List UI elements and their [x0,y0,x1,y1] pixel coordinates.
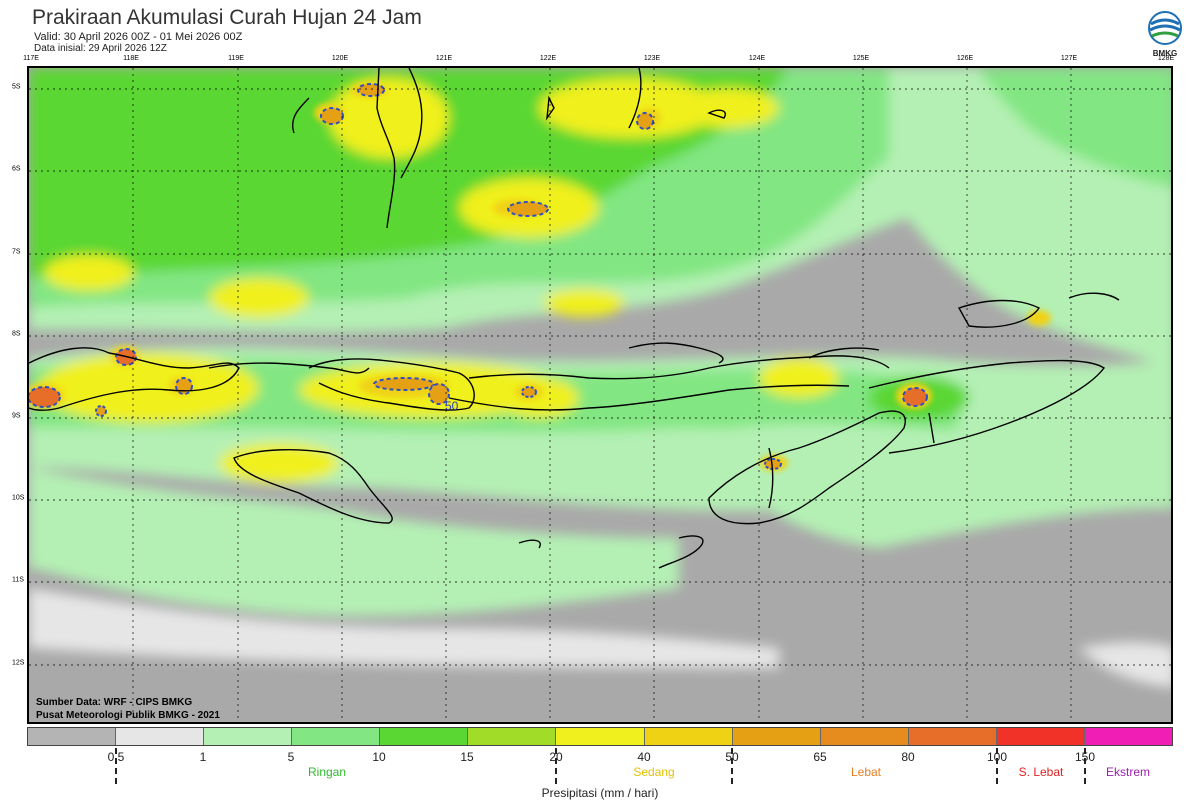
lat-label: 12S [12,659,25,667]
lon-label: 121E [435,55,453,62]
lon-label: 120E [331,55,349,62]
lon-label: 125E [852,55,870,62]
lat-label: 5S [12,83,21,91]
category-divider [996,748,998,784]
category-ekstrem: Ekstrem [1105,765,1151,779]
legend-tick: 40 [637,750,651,764]
lat-label: 9S [12,412,21,420]
legend-tick: 65 [813,750,827,764]
legend-swatch [732,728,821,745]
category-divider [555,748,557,784]
legend-unit: Presipitasi (mm / hari) [541,786,659,800]
legend-swatch [116,728,205,745]
lat-label: 8S [12,330,21,338]
legend-swatch [644,728,733,745]
category-sangat-lebat: S. Lebat [1018,765,1064,779]
category-divider [115,748,117,784]
legend-tick: 15 [460,750,474,764]
lon-label: 123E [643,55,661,62]
category-ringan: Ringan [307,765,347,779]
lat-label: 10S [12,494,25,502]
category-divider [731,748,733,784]
legend-swatch [380,728,469,745]
legend-swatch [996,728,1085,745]
lon-label: 119E [228,55,244,62]
legend-tick: 10 [372,750,386,764]
source-credit: Sumber Data: WRF - CIPS BMKG [36,697,193,708]
rainfall-map[interactable]: 50 [27,66,1173,724]
map-title: Prakiraan Akumulasi Curah Hujan 24 Jam [32,6,422,29]
lon-label: 127E [1060,55,1078,62]
legend-swatch [204,728,293,745]
category-sedang: Sedang [633,765,675,779]
lat-label: 7S [12,248,21,256]
legend-swatch [28,728,117,745]
color-legend [27,727,1173,746]
legend-tick: 5 [287,750,295,764]
legend-tick: 1 [199,750,207,764]
legend-swatch [1084,728,1173,745]
lon-label: 122E [539,55,557,62]
lon-label: 124E [748,55,766,62]
bmkg-logo: BMKG [1145,10,1185,58]
lat-label: 6S [12,165,21,173]
legend-swatch [556,728,645,745]
legend-swatch [820,728,909,745]
legend-swatch [908,728,997,745]
lon-label: 128E [1157,55,1175,62]
lon-label: 126E [956,55,974,62]
lon-label: 117E [23,55,39,62]
initial-data: Data inisial: 29 April 2026 12Z [34,43,167,54]
legend-tick: 80 [901,750,915,764]
legend-swatch [292,728,381,745]
category-divider [1084,748,1086,784]
org-credit: Pusat Meteorologi Publik BMKG - 2021 [36,710,220,721]
category-lebat: Lebat [850,765,882,779]
contour-label: 50 [445,399,459,413]
logo-text: BMKG [1153,49,1177,58]
legend-swatch [468,728,557,745]
lat-label: 11S [12,576,24,584]
valid-period: Valid: 30 April 2026 00Z - 01 Mei 2026 0… [34,31,243,43]
lon-label: 118E [123,55,139,62]
